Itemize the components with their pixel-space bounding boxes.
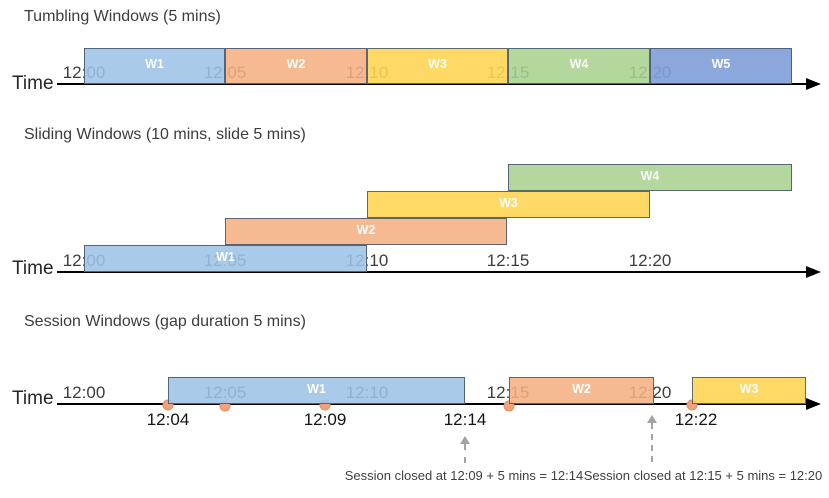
window-label-w2: W2 xyxy=(572,381,591,396)
section-title: Session Windows (gap duration 5 mins) xyxy=(24,313,306,330)
annotation-arrowhead-icon xyxy=(647,415,657,423)
window-w2 xyxy=(509,377,654,404)
section-title: Tumbling Windows (5 mins) xyxy=(24,8,221,25)
tick-12-15: 12:15 xyxy=(486,63,530,82)
event-time-12-04: 12:04 xyxy=(146,410,190,429)
tick-12-20: 12:20 xyxy=(628,383,672,402)
window-w3 xyxy=(367,48,508,84)
window-w1 xyxy=(84,245,367,272)
window-label-w3: W3 xyxy=(428,57,447,71)
event-time-12-09: 12:09 xyxy=(303,410,347,429)
time-axis-line xyxy=(57,403,806,405)
tick-12-10: 12:10 xyxy=(345,63,389,82)
event-dot xyxy=(503,400,515,412)
window-w1 xyxy=(168,377,465,404)
annotation-arrow-line xyxy=(464,444,466,463)
window-label-w2: W2 xyxy=(356,222,376,237)
section-title: Sliding Windows (10 mins, slide 5 mins) xyxy=(24,126,306,143)
session-closed-annotation: Session closed at 12:09 + 5 mins = 12:14 xyxy=(344,468,584,483)
time-axis-label: Time xyxy=(12,73,54,94)
annotation-arrowhead-icon xyxy=(460,436,470,444)
axis-arrow-icon xyxy=(806,266,821,278)
tick-12-15: 12:15 xyxy=(486,383,530,402)
tick-12-05: 12:05 xyxy=(203,251,247,270)
window-w3 xyxy=(692,377,806,404)
tick-12-20: 12:20 xyxy=(628,251,672,270)
tick-12-10: 12:10 xyxy=(345,383,389,402)
tick-12-05: 12:05 xyxy=(203,383,247,402)
window-label-w4: W4 xyxy=(569,57,589,71)
window-label-w3: W3 xyxy=(739,381,759,396)
event-time-12-22: 12:22 xyxy=(674,410,718,429)
window-w2 xyxy=(225,48,367,84)
window-label-w2: W2 xyxy=(286,57,306,71)
window-w1 xyxy=(84,48,225,84)
tick-12-00: 12:00 xyxy=(62,251,106,270)
tick-12-10: 12:10 xyxy=(345,251,389,270)
window-label-w3: W3 xyxy=(499,195,518,210)
axis-arrow-icon xyxy=(806,78,821,90)
tick-12-15: 12:15 xyxy=(486,251,530,270)
window-label-w5: W5 xyxy=(711,57,731,71)
session-closed-annotation: Session closed at 12:15 + 5 mins = 12:20 xyxy=(583,468,823,483)
time-axis-label: Time xyxy=(12,258,54,279)
time-axis-label: Time xyxy=(12,388,54,409)
window-label-w4: W4 xyxy=(640,168,660,183)
window-label-w1: W1 xyxy=(307,381,326,396)
tick-12-20: 12:20 xyxy=(628,63,672,82)
time-axis-line xyxy=(57,271,806,273)
window-w3 xyxy=(367,191,650,218)
time-axis-line xyxy=(57,83,806,85)
annotation-arrow-line xyxy=(651,423,653,462)
event-dot xyxy=(686,399,698,411)
event-time-12-14: 12:14 xyxy=(443,410,487,429)
event-dot xyxy=(319,399,331,411)
event-dot xyxy=(162,399,174,411)
tick-12-05: 12:05 xyxy=(203,63,247,82)
window-label-w1: W1 xyxy=(216,249,235,264)
axis-arrow-icon xyxy=(806,398,821,410)
window-w2 xyxy=(225,218,507,245)
window-w4 xyxy=(508,164,792,191)
window-label-w1: W1 xyxy=(145,57,164,71)
tick-12-00: 12:00 xyxy=(62,383,106,402)
window-w5 xyxy=(650,48,792,84)
tick-12-00: 12:00 xyxy=(62,63,106,82)
event-dot xyxy=(219,400,231,412)
window-w4 xyxy=(508,48,650,84)
